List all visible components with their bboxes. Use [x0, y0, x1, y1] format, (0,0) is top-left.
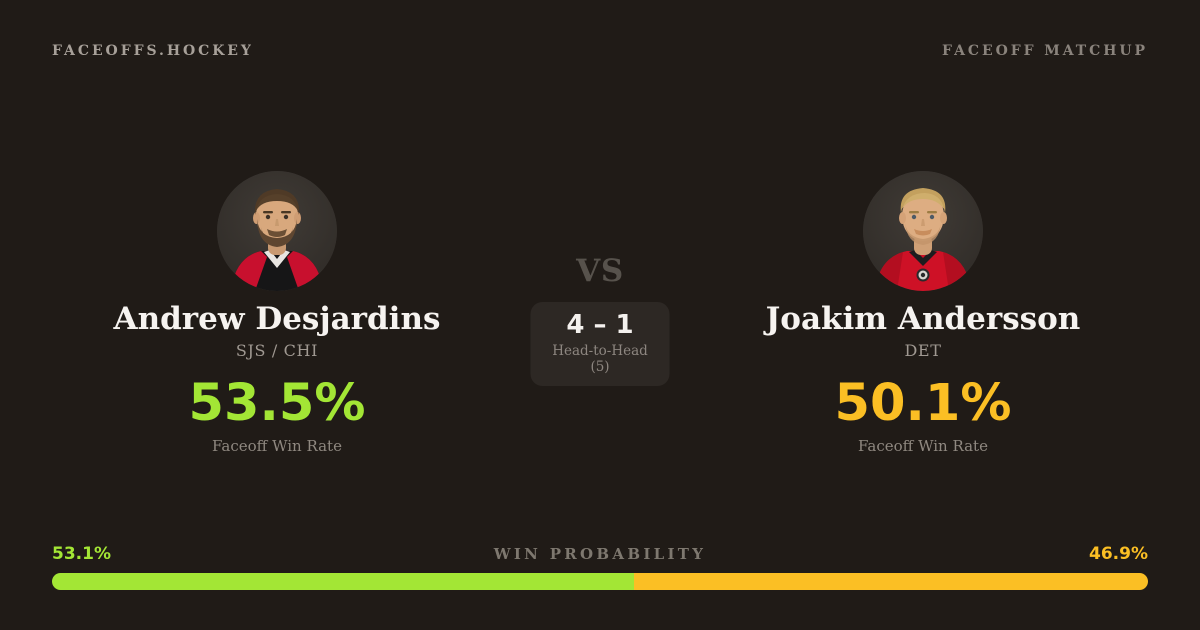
player-name-right: Joakim Andersson — [765, 301, 1081, 337]
faceoff-win-rate-left: 53.5% — [188, 374, 366, 434]
matchup-type-label: FACEOFF MATCHUP — [942, 43, 1148, 59]
win-probability-bar-left — [52, 573, 634, 590]
brand-wordmark: FACEOFFS.HOCKEY — [52, 43, 254, 59]
head-to-head-box: 4 – 1 Head-to-Head (5) — [530, 302, 670, 386]
faceoff-win-rate-right: 50.1% — [834, 374, 1012, 434]
player-panel-left: Andrew Desjardins SJS / CHI 53.5% Faceof… — [0, 171, 554, 455]
win-probability-labels: 53.1% WIN PROBABILITY 46.9% — [52, 544, 1148, 564]
win-probability-bar — [52, 573, 1148, 590]
player-avatar-right — [863, 171, 983, 291]
win-probability-section: 53.1% WIN PROBABILITY 46.9% — [52, 544, 1148, 590]
player-photo-left — [217, 171, 337, 291]
win-probability-right-value: 46.9% — [1089, 544, 1148, 564]
rate-label-left: Faceoff Win Rate — [212, 437, 342, 456]
vs-label: VS — [576, 253, 624, 289]
head-to-head-label: Head-to-Head (5) — [552, 343, 648, 375]
win-probability-title: WIN PROBABILITY — [493, 545, 707, 563]
player-panel-right: Joakim Andersson DET 50.1% Faceoff Win R… — [646, 171, 1200, 455]
head-to-head-score: 4 – 1 — [566, 310, 634, 340]
win-probability-left-value: 53.1% — [52, 544, 111, 564]
center-panel: VS 4 – 1 Head-to-Head (5) — [530, 253, 670, 386]
player-team-right: DET — [904, 341, 942, 361]
header: FACEOFFS.HOCKEY FACEOFF MATCHUP — [52, 43, 1148, 59]
player-photo-right — [863, 171, 983, 291]
rate-label-right: Faceoff Win Rate — [858, 437, 988, 456]
player-team-left: SJS / CHI — [235, 341, 319, 361]
player-avatar-left — [217, 171, 337, 291]
player-name-left: Andrew Desjardins — [113, 301, 441, 337]
win-probability-bar-right — [633, 573, 1148, 590]
